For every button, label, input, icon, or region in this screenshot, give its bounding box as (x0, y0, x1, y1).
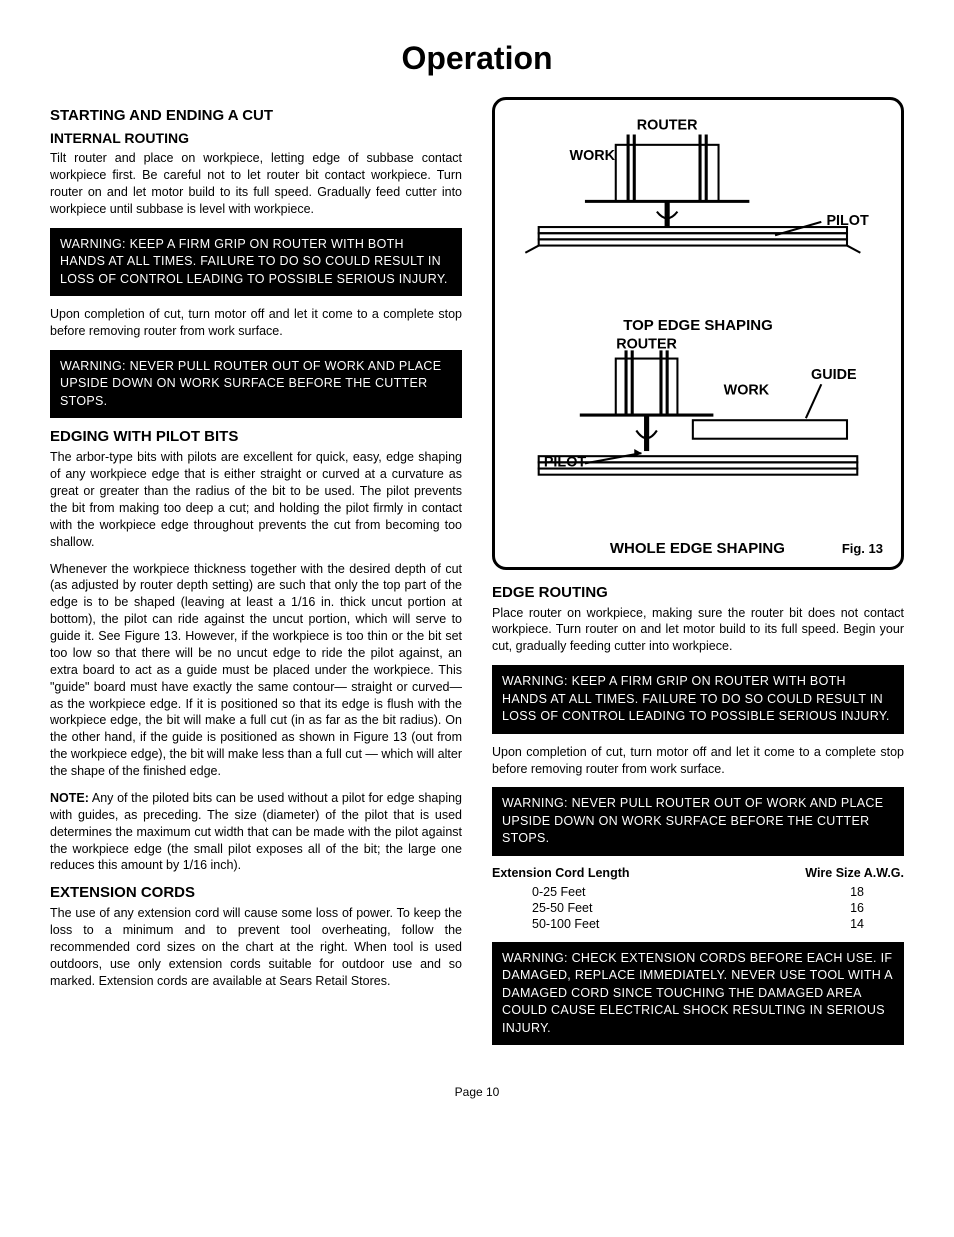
cell-length: 50-100 Feet (532, 917, 599, 931)
two-column-layout: STARTING AND ENDING A CUT INTERNAL ROUTI… (50, 97, 904, 1055)
paragraph-pilot-2: Whenever the workpiece thickness togethe… (50, 561, 462, 780)
paragraph-pilot-1: The arbor-type bits with pilots are exce… (50, 449, 462, 550)
heading-edging-pilot: EDGING WITH PILOT BITS (50, 428, 462, 445)
figure-13: ROUTER WORK PILOT TOP EDGE SHAPING (492, 97, 904, 570)
paragraph-extension: The use of any extension cord will cause… (50, 905, 462, 989)
extension-cord-table: Extension Cord Length Wire Size A.W.G. 0… (492, 866, 904, 932)
caption-top-edge: TOP EDGE SHAPING (513, 317, 883, 334)
paragraph-stop-1: Upon completion of cut, turn motor off a… (50, 306, 462, 340)
heading-starting-cut: STARTING AND ENDING A CUT (50, 107, 462, 124)
table-row: 0-25 Feet 18 (492, 884, 904, 900)
cell-gauge: 14 (850, 917, 864, 931)
warning-grip-2: WARNING: KEEP A FIRM GRIP ON ROUTER WITH… (492, 665, 904, 734)
table-header-length: Extension Cord Length (492, 866, 630, 880)
table-header-wire: Wire Size A.W.G. (805, 866, 904, 880)
note-pilot: NOTE: Any of the piloted bits can be use… (50, 790, 462, 874)
cell-gauge: 16 (850, 901, 864, 915)
right-column: ROUTER WORK PILOT TOP EDGE SHAPING (492, 97, 904, 1055)
warning-grip-1: WARNING: KEEP A FIRM GRIP ON ROUTER WITH… (50, 228, 462, 297)
diagram-whole-edge: ROUTER WORK GUIDE PILOT (513, 338, 883, 533)
label-work-2: WORK (724, 383, 770, 399)
table-row: 25-50 Feet 16 (492, 900, 904, 916)
table-row: 50-100 Feet 14 (492, 916, 904, 932)
label-guide: GUIDE (811, 367, 857, 383)
label-router-2: ROUTER (616, 338, 677, 352)
heading-edge-routing: EDGE ROUTING (492, 584, 904, 601)
cell-gauge: 18 (850, 885, 864, 899)
warning-pullout-2: WARNING: NEVER PULL ROUTER OUT OF WORK A… (492, 787, 904, 856)
page-title: Operation (50, 40, 904, 77)
heading-internal-routing: INTERNAL ROUTING (50, 130, 462, 146)
label-pilot-1: PILOT (826, 213, 869, 229)
label-pilot-2: PILOT (544, 455, 587, 471)
paragraph-stop-2: Upon completion of cut, turn motor off a… (492, 744, 904, 778)
paragraph-edge-routing: Place router on workpiece, making sure t… (492, 605, 904, 656)
warning-pullout-1: WARNING: NEVER PULL ROUTER OUT OF WORK A… (50, 350, 462, 419)
caption-whole-edge: WHOLE EDGE SHAPING (513, 540, 842, 557)
paragraph-internal-routing: Tilt router and place on workpiece, lett… (50, 150, 462, 218)
cell-length: 25-50 Feet (532, 901, 592, 915)
left-column: STARTING AND ENDING A CUT INTERNAL ROUTI… (50, 97, 462, 1055)
diagram-top-edge: ROUTER WORK PILOT (513, 114, 883, 309)
label-work-1: WORK (570, 148, 616, 164)
warning-cord: WARNING: CHECK EXTENSION CORDS BEFORE EA… (492, 942, 904, 1046)
figure-number: Fig. 13 (842, 541, 883, 556)
heading-extension-cords: EXTENSION CORDS (50, 884, 462, 901)
page-number: Page 10 (50, 1085, 904, 1099)
label-router-1: ROUTER (637, 117, 698, 133)
cell-length: 0-25 Feet (532, 885, 586, 899)
note-pilot-text: Any of the piloted bits can be used with… (50, 791, 462, 873)
